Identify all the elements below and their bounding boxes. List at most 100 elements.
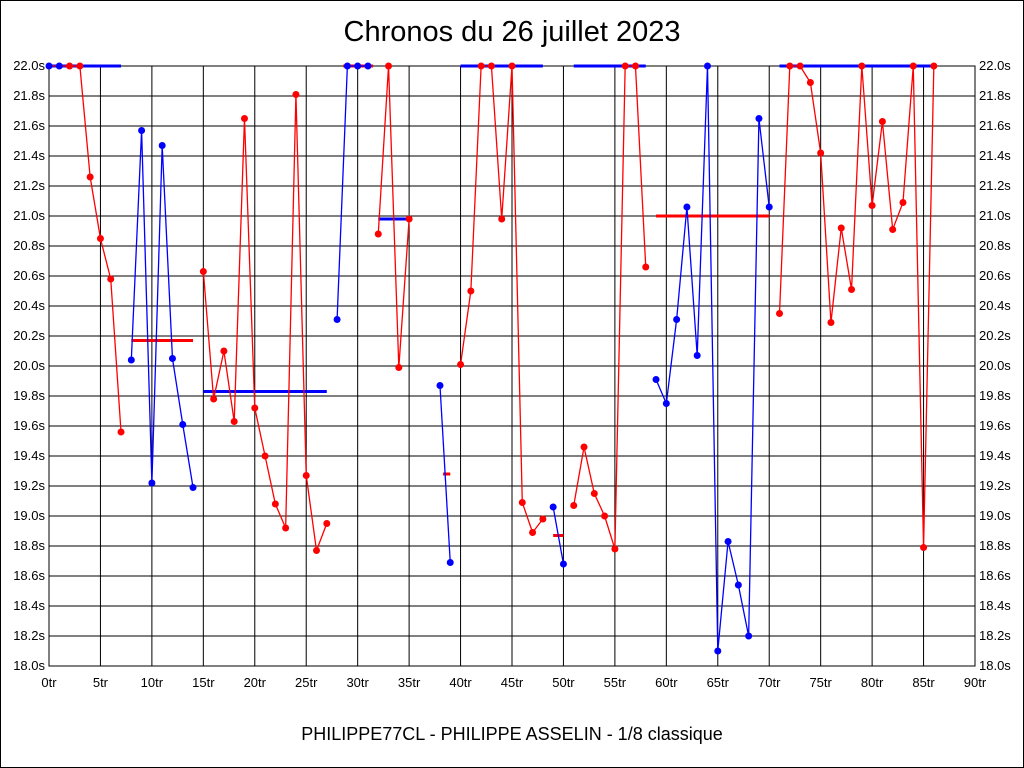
data-point [786, 62, 794, 70]
y-tick-label-left: 21.6s [13, 118, 45, 133]
data-point [734, 581, 742, 589]
data-point [570, 502, 578, 509]
data-point [230, 418, 238, 425]
y-tick-label-right: 19.6s [979, 418, 1011, 433]
series-line [49, 65, 122, 433]
y-tick-label-left: 18.4s [13, 598, 45, 613]
y-tick-label-right: 20.4s [979, 298, 1011, 313]
data-point [168, 355, 176, 362]
y-tick-label-left: 20.8s [13, 238, 45, 253]
y-tick-label-left: 22.0s [13, 58, 45, 73]
data-point [127, 356, 135, 364]
data-point [343, 62, 351, 70]
x-tick-label: 55tr [604, 675, 627, 690]
data-point [96, 235, 104, 242]
data-point [776, 310, 784, 317]
data-point [848, 286, 856, 293]
y-tick-label-left: 18.2s [13, 628, 45, 643]
data-point [714, 647, 722, 655]
y-tick-label-left: 19.8s [13, 388, 45, 403]
data-point [364, 62, 372, 70]
y-tick-label-right: 21.8s [979, 88, 1011, 103]
y-tick-label-left: 18.8s [13, 538, 45, 553]
data-point [806, 79, 814, 86]
y-tick-label-left: 20.2s [13, 328, 45, 343]
data-point [858, 62, 866, 70]
data-point [189, 484, 197, 491]
data-point [930, 62, 938, 70]
y-tick-label-right: 22.0s [979, 58, 1011, 73]
y-tick-label-right: 19.8s [979, 388, 1011, 403]
data-point [889, 226, 897, 233]
y-tick-label-left: 19.6s [13, 418, 45, 433]
y-tick-label-left: 21.0s [13, 208, 45, 223]
data-point [652, 376, 660, 383]
data-point [467, 287, 475, 295]
series-line [778, 65, 935, 548]
series-line [130, 130, 194, 488]
y-tick-label-left: 21.8s [13, 88, 45, 103]
data-point [631, 62, 639, 70]
data-point [107, 275, 115, 283]
data-point [395, 364, 403, 371]
y-tick-label-left: 19.2s [13, 478, 45, 493]
data-point [837, 224, 845, 232]
data-point [868, 202, 876, 209]
data-point [703, 62, 711, 70]
data-point [313, 547, 321, 554]
y-tick-label-right: 20.6s [979, 268, 1011, 283]
data-point [271, 500, 279, 508]
data-point [158, 142, 166, 149]
data-point [117, 428, 125, 436]
data-point [55, 62, 63, 70]
data-point [446, 559, 454, 566]
x-tick-label: 25tr [295, 675, 318, 690]
y-tick-label-left: 20.6s [13, 268, 45, 283]
y-tick-label-right: 21.6s [979, 118, 1011, 133]
data-point [436, 382, 444, 389]
data-point [529, 529, 537, 536]
y-tick-label-right: 20.2s [979, 328, 1011, 343]
y-tick-label-right: 19.4s [979, 448, 1011, 463]
data-point [487, 62, 495, 70]
x-tick-label: 0tr [41, 675, 57, 690]
series-line [202, 94, 328, 551]
data-point [601, 512, 609, 520]
y-tick-label-right: 18.6s [979, 568, 1011, 583]
series-line [377, 65, 410, 368]
y-tick-label-left: 18.6s [13, 568, 45, 583]
data-point [899, 199, 907, 206]
series-line [573, 65, 647, 550]
series-line [655, 65, 770, 652]
y-tick-label-right: 20.8s [979, 238, 1011, 253]
data-point [354, 62, 362, 70]
data-point [148, 479, 156, 487]
x-tick-label: 85tr [912, 675, 935, 690]
data-point [292, 91, 300, 98]
data-point [642, 263, 650, 271]
x-tick-label: 60tr [655, 675, 678, 690]
data-point [745, 632, 753, 640]
data-point [580, 443, 588, 451]
series-line [439, 385, 451, 563]
data-point [920, 544, 928, 551]
y-tick-label-right: 18.4s [979, 598, 1011, 613]
data-point [518, 499, 526, 506]
series-line [459, 65, 544, 534]
data-point [374, 230, 382, 238]
x-tick-label: 15tr [192, 675, 215, 690]
x-tick-label: 20tr [244, 675, 267, 690]
series-line [336, 65, 368, 320]
y-tick-label-right: 21.4s [979, 148, 1011, 163]
y-tick-label-left: 20.4s [13, 298, 45, 313]
data-point [765, 203, 773, 211]
data-point [621, 62, 629, 70]
data-point [302, 472, 310, 479]
y-tick-label-right: 21.2s [979, 178, 1011, 193]
chart-title: Chronos du 26 juillet 2023 [343, 16, 681, 48]
x-tick-label: 65tr [707, 675, 730, 690]
data-point [477, 62, 485, 70]
data-point [220, 347, 228, 355]
data-point [138, 127, 146, 134]
